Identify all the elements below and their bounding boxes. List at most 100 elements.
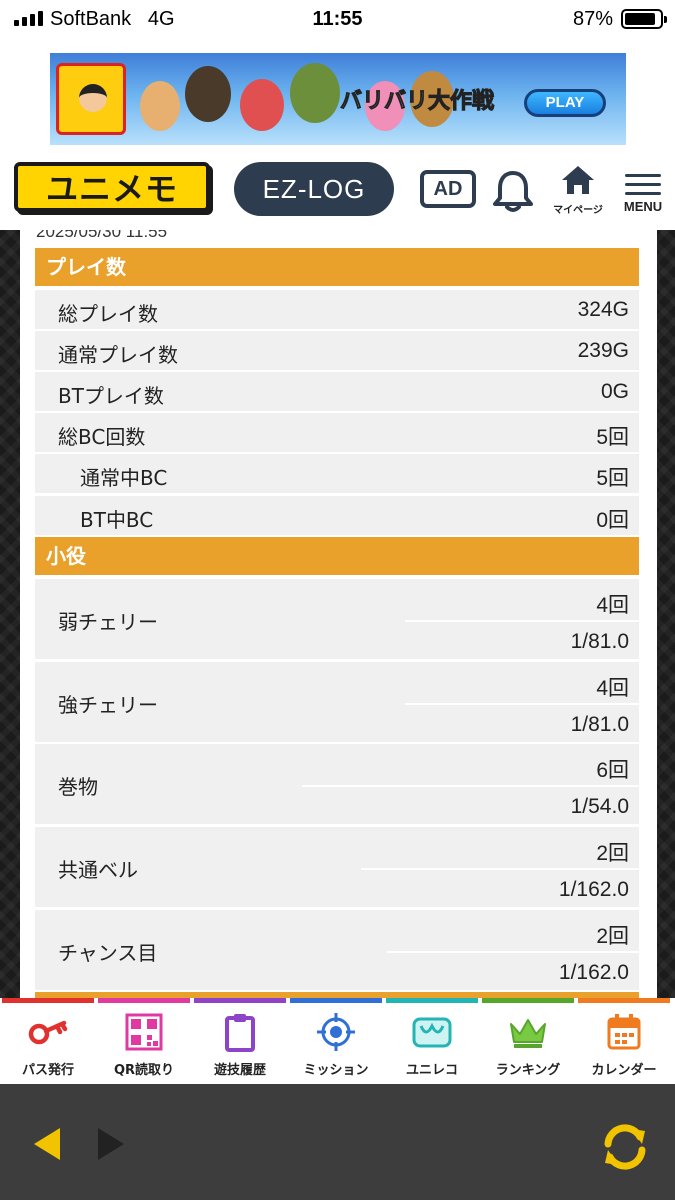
data-timestamp: 2025/05/30 11:55 bbox=[36, 230, 168, 241]
ad-label: AD bbox=[433, 177, 463, 200]
tab-color-bar bbox=[290, 998, 382, 1003]
unimemo-logo[interactable]: ユニメモ bbox=[14, 162, 210, 212]
carrier-name: SoftBank bbox=[50, 8, 132, 30]
target-icon bbox=[317, 1013, 355, 1051]
stat-value: 0回 bbox=[596, 509, 629, 532]
yaku-row: 強チェリー 4回 1/81.0 bbox=[35, 662, 639, 742]
row-divider bbox=[302, 785, 639, 787]
yaku-row: 共通ベル 2回 1/162.0 bbox=[35, 827, 639, 907]
nav-tab-history[interactable]: 遊技履歴 bbox=[192, 998, 288, 1084]
stat-value: 239G bbox=[577, 339, 629, 362]
key-icon bbox=[28, 1020, 68, 1045]
nav-tab-calendar[interactable]: カレンダー bbox=[576, 998, 672, 1084]
nav-tab-unireco[interactable]: ユニレコ bbox=[384, 998, 480, 1084]
stat-label: 総BC回数 bbox=[58, 425, 146, 449]
ad-banner[interactable]: バリバリ大作戦 PLAY bbox=[50, 53, 626, 145]
stat-value: 5回 bbox=[596, 426, 629, 449]
stat-value: 324G bbox=[577, 298, 629, 321]
crown-icon bbox=[510, 1019, 546, 1048]
ezlog-button[interactable]: EZ-LOG bbox=[234, 162, 394, 216]
mypage-button[interactable]: マイページ bbox=[550, 164, 606, 218]
nav-label: カレンダー bbox=[591, 1063, 657, 1078]
row-divider bbox=[405, 703, 639, 705]
yaku-label: 弱チェリー bbox=[58, 610, 158, 634]
yaku-label: 巻物 bbox=[58, 775, 98, 799]
section-header-yaku: 小役 bbox=[35, 537, 639, 575]
nav-tab-pass[interactable]: パス発行 bbox=[0, 998, 96, 1084]
tab-color-bar bbox=[2, 998, 94, 1003]
stat-row: 通常プレイ数 239G bbox=[35, 331, 639, 370]
tab-color-bar bbox=[578, 998, 670, 1003]
status-bar: SoftBank 4G 11:55 87% bbox=[0, 0, 675, 40]
battery-fill bbox=[625, 13, 655, 25]
nav-label: ユニレコ bbox=[405, 1063, 458, 1078]
stat-row-sub: 通常中BC 5回 bbox=[35, 454, 639, 493]
yaku-rate: 1/81.0 bbox=[570, 713, 629, 736]
carrier-label: SoftBank 4G bbox=[50, 8, 175, 31]
stat-value: 5回 bbox=[596, 467, 629, 490]
calendar-icon bbox=[607, 1014, 641, 1050]
nav-tab-mission[interactable]: ミッション bbox=[288, 998, 384, 1084]
banner-game-logo bbox=[56, 63, 126, 135]
row-divider bbox=[405, 620, 639, 622]
home-icon bbox=[562, 166, 594, 194]
forward-arrow-icon[interactable] bbox=[92, 1124, 128, 1164]
battery-icon bbox=[621, 9, 667, 29]
nav-tab-ranking[interactable]: ランキング bbox=[480, 998, 576, 1084]
nav-tab-qr[interactable]: QR読取り bbox=[96, 998, 192, 1084]
stat-row: BTプレイ数 0G bbox=[35, 372, 639, 411]
qr-code-icon bbox=[125, 1013, 163, 1051]
yaku-rate: 1/81.0 bbox=[570, 630, 629, 653]
yaku-count: 2回 bbox=[596, 925, 629, 948]
banner-play-button[interactable]: PLAY bbox=[524, 89, 606, 117]
row-divider bbox=[387, 951, 639, 953]
bell-icon[interactable] bbox=[490, 168, 536, 214]
stat-label: 通常中BC bbox=[80, 466, 168, 490]
data-panel[interactable]: 2025/05/30 11:55 プレイ数 総プレイ数 324G 通常プレイ数 … bbox=[20, 230, 657, 998]
stat-row: 総BC回数 5回 bbox=[35, 413, 639, 452]
unireco-icon bbox=[412, 1017, 452, 1048]
tab-color-bar bbox=[482, 998, 574, 1003]
yaku-row: 巻物 6回 1/54.0 bbox=[35, 744, 639, 824]
hamburger-icon bbox=[625, 174, 661, 195]
row-divider bbox=[361, 868, 639, 870]
logo-text: ユニメモ bbox=[45, 170, 178, 208]
battery-percent: 87% bbox=[572, 8, 613, 30]
yaku-row: チャンス目 2回 1/162.0 bbox=[35, 910, 639, 990]
menu-button[interactable]: MENU bbox=[618, 168, 668, 216]
back-arrow-icon[interactable] bbox=[30, 1124, 66, 1164]
tab-color-bar bbox=[386, 998, 478, 1003]
menu-label: MENU bbox=[623, 199, 663, 214]
stat-row: 総プレイ数 324G bbox=[35, 290, 639, 329]
network-type: 4G bbox=[147, 8, 175, 30]
ad-button[interactable]: AD bbox=[420, 170, 476, 208]
yaku-rate: 1/162.0 bbox=[558, 961, 629, 984]
yaku-label: 強チェリー bbox=[58, 693, 158, 717]
yaku-label: チャンス目 bbox=[58, 941, 158, 965]
yaku-rate: 1/54.0 bbox=[570, 795, 629, 818]
nav-label: ミッション bbox=[303, 1063, 369, 1078]
ezlog-label: EZ-LOG bbox=[262, 173, 366, 204]
yaku-count: 2回 bbox=[596, 842, 629, 865]
stat-label: 通常プレイ数 bbox=[58, 343, 178, 367]
yaku-label: 共通ベル bbox=[58, 858, 138, 882]
clipboard-icon bbox=[225, 1014, 255, 1052]
stat-label: BT中BC bbox=[80, 508, 154, 532]
signal-icon bbox=[14, 11, 43, 26]
browser-toolbar bbox=[0, 1084, 675, 1200]
yaku-row: 弱チェリー 4回 1/81.0 bbox=[35, 579, 639, 659]
tab-color-bar bbox=[194, 998, 286, 1003]
section-header-play: プレイ数 bbox=[35, 248, 639, 286]
site-header: ユニメモ EZ-LOG AD マイページ MENU bbox=[0, 150, 675, 230]
stat-label: BTプレイ数 bbox=[58, 384, 164, 408]
reload-icon[interactable] bbox=[598, 1120, 652, 1174]
tab-color-bar bbox=[98, 998, 190, 1003]
yaku-count: 4回 bbox=[596, 594, 629, 617]
banner-title: バリバリ大作戦 bbox=[339, 89, 495, 115]
next-section-header-edge bbox=[35, 992, 639, 998]
stat-value: 0G bbox=[600, 380, 629, 403]
yaku-count: 4回 bbox=[596, 677, 629, 700]
nav-label: 遊技履歴 bbox=[213, 1063, 266, 1078]
nav-label: QR読取り bbox=[113, 1063, 175, 1078]
bottom-navigation: パス発行 QR読取り 遊技履歴 ミッション ユ bbox=[0, 998, 675, 1084]
